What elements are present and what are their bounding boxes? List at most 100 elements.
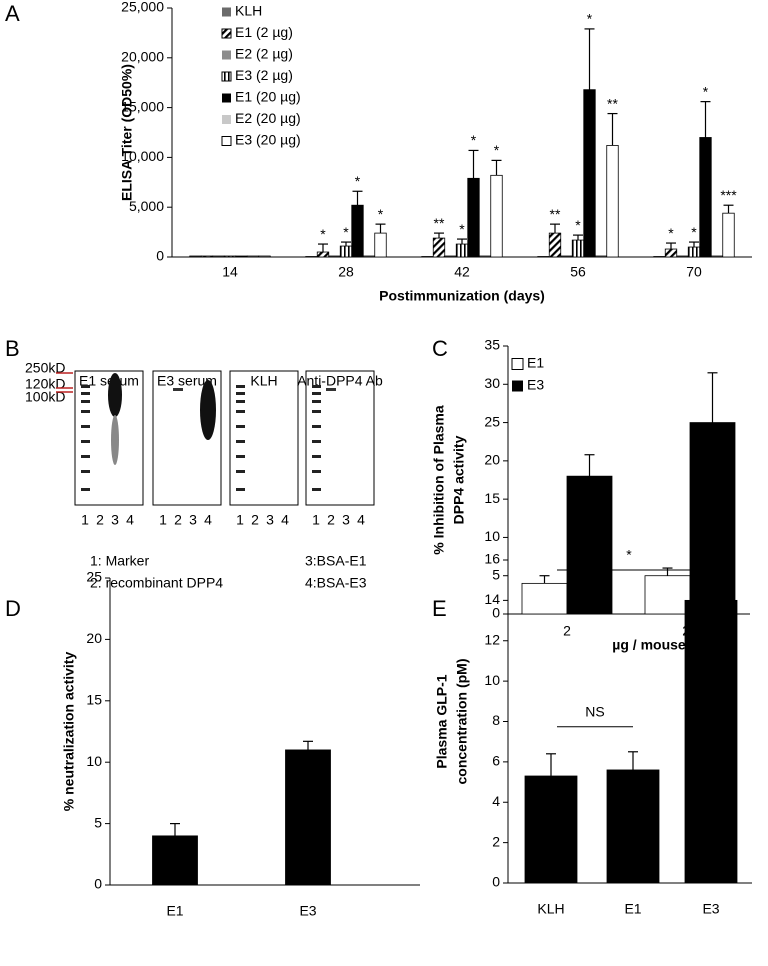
bar (524, 775, 578, 884)
y-tick-label: 25 (86, 569, 102, 585)
legend-label: E2 (2 µg) (235, 46, 293, 62)
bar (644, 575, 691, 615)
ladder-band (81, 400, 90, 403)
x-tick-label: KLH (537, 901, 564, 917)
lane-label: 1 (159, 512, 167, 528)
significance: * (668, 225, 674, 241)
error-bar (573, 234, 583, 241)
blot-title: KLH (250, 373, 277, 389)
ladder-band (81, 410, 90, 413)
legend-label: KLH (235, 3, 262, 19)
key-text: 3:BSA-E1 (305, 553, 367, 569)
ladder-band (236, 385, 245, 388)
bar (676, 255, 689, 258)
lane-label: 3 (189, 512, 197, 528)
band (326, 388, 336, 391)
ladder-band (236, 488, 245, 491)
error-bar (607, 112, 618, 146)
y-axis-label: % neutralization activity (61, 652, 77, 812)
ladder-band (81, 392, 90, 395)
error-bar (723, 204, 734, 214)
bar (594, 255, 608, 258)
significance: * (343, 224, 349, 240)
band (111, 415, 119, 465)
bar (722, 212, 735, 258)
x-tick-label: 56 (570, 264, 586, 280)
key-text: 1: Marker (90, 553, 149, 569)
significance: ** (550, 206, 561, 222)
ladder-band (312, 400, 321, 403)
bar (444, 255, 457, 258)
bar (583, 89, 596, 258)
y-tick-label: 30 (484, 375, 500, 391)
annotation: NS (585, 703, 604, 719)
western-blot: B 250kD 120kD 100kD 1: Marker 3:BSA-E1 2… (5, 336, 383, 591)
bar (689, 422, 736, 615)
y-tick-label: 10,000 (121, 148, 164, 164)
bar (246, 255, 260, 258)
significance: ** (607, 95, 618, 111)
bar (478, 255, 492, 258)
error-bar (457, 238, 467, 245)
legend-swatch (221, 28, 232, 39)
y-tick-label: 12 (484, 631, 500, 647)
x-axis-label: Postimmunization (days) (379, 288, 545, 304)
bar (223, 255, 237, 258)
key-text: 2: recombinant DPP4 (90, 575, 223, 591)
ladder-band (312, 385, 321, 388)
x-tick-label: 28 (338, 264, 354, 280)
bar (432, 237, 446, 258)
bar (235, 255, 248, 258)
lane-label: 2 (174, 512, 182, 528)
legend-swatch (511, 358, 524, 370)
y-axis-label: % Inhibition of Plasma (431, 405, 447, 555)
bar (351, 204, 364, 258)
ladder-band (312, 470, 321, 473)
x-tick-label: 14 (222, 264, 238, 280)
y-tick-label: 25 (484, 413, 500, 429)
lane-label: 4 (204, 512, 212, 528)
band (108, 373, 122, 417)
x-tick-label: E3 (299, 903, 316, 919)
significance: * (378, 206, 384, 222)
ladder-band (312, 392, 321, 395)
lane-label: 3 (342, 512, 350, 528)
y-tick-label: 35 (484, 337, 500, 353)
legend-swatch (222, 50, 231, 60)
error-bar (706, 587, 716, 601)
bar (285, 749, 331, 886)
bar (560, 255, 573, 258)
key-text: 4:BSA-E3 (305, 575, 367, 591)
error-bar (707, 372, 718, 423)
y-tick-label: 20,000 (121, 49, 164, 65)
y-tick-label: 15,000 (121, 98, 164, 114)
y-tick-label: 10 (484, 528, 500, 544)
lane-label: 1 (81, 512, 89, 528)
ladder-band (312, 410, 321, 413)
y-tick-label: 5 (94, 814, 102, 830)
significance: * (703, 83, 709, 99)
ladder-band (236, 410, 245, 413)
y-tick-label: 20 (484, 452, 500, 468)
y-tick-label: 16 (484, 551, 500, 567)
y-tick-label: 10 (86, 753, 102, 769)
x-axis-label: µg / mouse (612, 637, 686, 653)
y-axis-label: concentration (pM) (454, 659, 470, 785)
legend-label: E1 (2 µg) (235, 24, 293, 40)
bar (710, 255, 724, 258)
y-tick-label: 0 (492, 874, 500, 890)
significance: * (320, 226, 326, 242)
lane-label: 4 (126, 512, 134, 528)
bar (212, 255, 225, 258)
bar (152, 835, 198, 886)
blot-title: Anti-DPP4 Ab (297, 373, 383, 389)
error-bar (689, 241, 699, 248)
bar (571, 239, 585, 258)
error-bar (584, 28, 595, 90)
y-tick-label: 10 (484, 672, 500, 688)
bar (606, 769, 660, 884)
significance: *** (720, 187, 737, 203)
x-tick-label: E1 (624, 901, 641, 917)
error-bar (700, 101, 711, 138)
